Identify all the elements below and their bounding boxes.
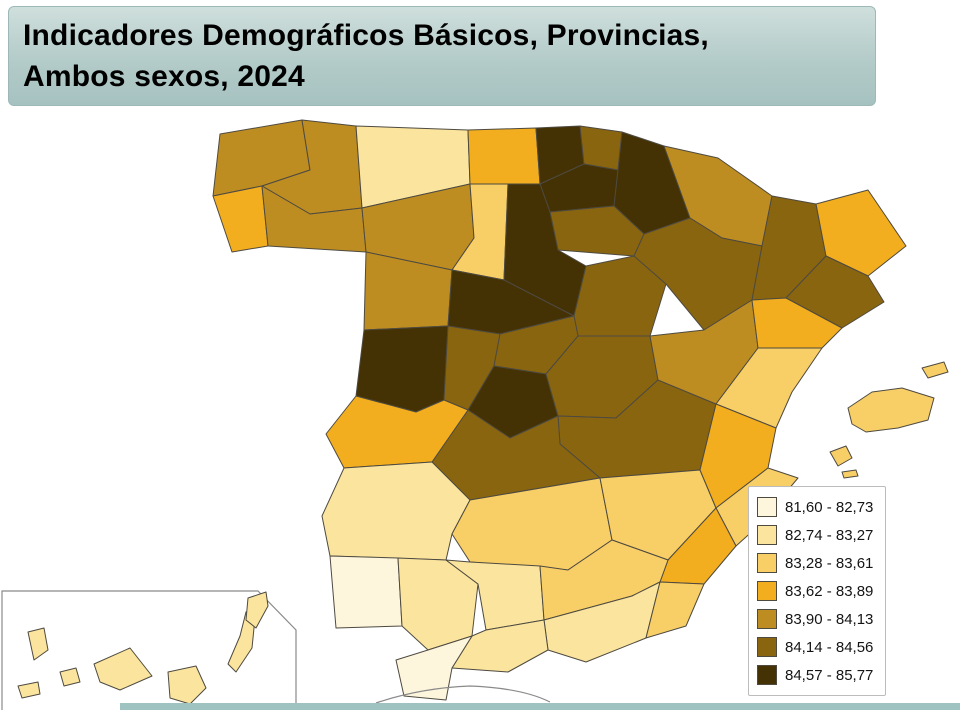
legend-label: 84,57 - 85,77 <box>785 666 874 684</box>
island-ibiza[interactable] <box>829 445 853 467</box>
legend-label: 83,90 - 84,13 <box>785 610 874 628</box>
legend-label: 82,74 - 83,27 <box>785 526 874 544</box>
province-girona[interactable] <box>815 189 907 277</box>
legend-item: 81,60 - 82,73 <box>757 493 873 521</box>
island-la-palma[interactable] <box>27 627 49 661</box>
island-el-hierro[interactable] <box>17 681 41 699</box>
island-mallorca[interactable] <box>847 387 935 433</box>
africa-coastline <box>375 685 551 704</box>
page-title-line-2: Ambos sexos, 2024 <box>23 60 305 94</box>
legend-swatch-icon <box>757 525 777 545</box>
province-cantabria[interactable] <box>467 127 541 185</box>
legend-swatch-icon <box>757 497 777 517</box>
legend-label: 84,14 - 84,56 <box>785 638 874 656</box>
legend-item: 84,14 - 84,56 <box>757 633 873 661</box>
footer-bar <box>120 703 960 710</box>
province-barcelona[interactable] <box>785 255 885 329</box>
legend-item: 83,62 - 83,89 <box>757 577 873 605</box>
legend-item: 84,57 - 85,77 <box>757 661 873 689</box>
legend-label: 81,60 - 82,73 <box>785 498 874 516</box>
legend-swatch-icon <box>757 581 777 601</box>
legend: 81,60 - 82,73 82,74 - 83,27 83,28 - 83,6… <box>748 486 887 696</box>
legend-item: 83,28 - 83,61 <box>757 549 873 577</box>
island-menorca[interactable] <box>921 361 949 379</box>
legend-item: 82,74 - 83,27 <box>757 521 873 549</box>
legend-item: 83,90 - 84,13 <box>757 605 873 633</box>
province-salamanca[interactable] <box>355 325 449 413</box>
legend-swatch-icon <box>757 609 777 629</box>
legend-swatch-icon <box>757 637 777 657</box>
province-caceres[interactable] <box>325 395 469 469</box>
island-lanzarote[interactable] <box>245 591 269 629</box>
province-cadiz[interactable] <box>395 635 473 701</box>
province-pontevedra[interactable] <box>212 185 269 253</box>
legend-swatch-icon <box>757 553 777 573</box>
province-castellon[interactable] <box>715 347 823 429</box>
province-huelva[interactable] <box>329 555 403 629</box>
title-bar: Indicadores Demográficos Básicos, Provin… <box>8 6 876 106</box>
island-tenerife[interactable] <box>93 647 153 691</box>
island-la-gomera[interactable] <box>59 667 81 687</box>
page-title-line-1: Indicadores Demográficos Básicos, Provin… <box>23 19 709 52</box>
province-almeria[interactable] <box>645 581 705 639</box>
legend-label: 83,62 - 83,89 <box>785 582 874 600</box>
legend-swatch-icon <box>757 665 777 685</box>
province-tarragona[interactable] <box>751 297 843 349</box>
canary-inset-border <box>1 590 297 710</box>
island-formentera[interactable] <box>841 469 859 479</box>
island-gran-canaria[interactable] <box>167 665 207 705</box>
province-gipuzkoa[interactable] <box>579 125 623 171</box>
legend-label: 83,28 - 83,61 <box>785 554 874 572</box>
